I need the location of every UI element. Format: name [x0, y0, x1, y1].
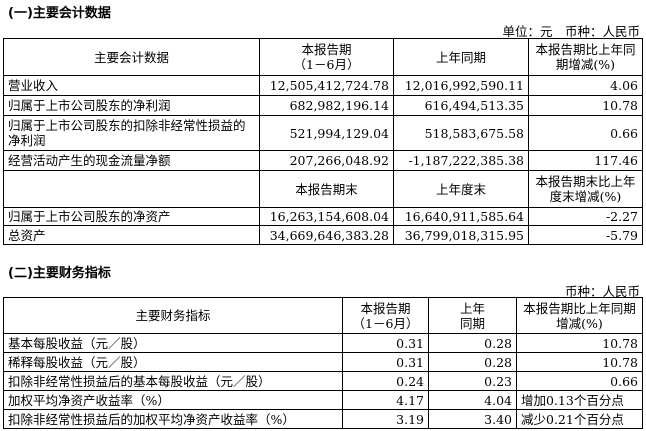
- header-cell: [3, 170, 260, 208]
- header-cell: 上年同期: [393, 38, 529, 76]
- accounting-data-table: 主要会计数据 本报告期 （1－6月） 上年同期 本报告期比上年同期增减(%) 营业收入 1…: [3, 38, 643, 245]
- table-cell: 16,263,154,608.04: [259, 207, 394, 226]
- header-cell: 本报告期末比上年度末增减(%): [528, 170, 643, 208]
- table-cell: 0.31: [342, 333, 429, 353]
- table-cell: 扣除非经常性损益后的加权平均净资产收益率（%）: [3, 409, 343, 429]
- table-cell: 521,994,129.04: [259, 115, 394, 151]
- section1-title: (一)主要会计数据: [8, 6, 111, 21]
- table-cell: 归属于上市公司股东的净利润: [3, 95, 260, 116]
- table-cell: 0.24: [342, 371, 429, 391]
- table-cell: 基本每股收益（元／股）: [3, 333, 343, 353]
- table-cell: 10.78: [516, 333, 643, 353]
- header-cell: 本报告期末: [259, 170, 394, 208]
- table-row: 归属于上市公司股东的净利润 682,982,196.14 616,494,513.3…: [3, 95, 643, 116]
- table-row: 归属于上市公司股东的扣除非经常性损益的净利润 521,994,129.04 518,…: [3, 115, 643, 151]
- financial-indicators-table: 主要财务指标 本报告期 （1－6月） 上年 同期 本报告期比上年同期增减(%) 基本每股…: [3, 297, 643, 429]
- table-row: 扣除非经常性损益后的加权平均净资产收益率（%） 3.19 3.40 减少0.21个百分…: [3, 409, 643, 429]
- table-cell: 616,494,513.35: [393, 95, 529, 116]
- section2-title: (二)主要财务指标: [8, 266, 111, 281]
- table-cell: 营业收入: [3, 75, 260, 96]
- header-row: 本报告期末 上年度末 本报告期末比上年度末增减(%): [3, 170, 643, 208]
- header-cell: 上年度末: [393, 170, 529, 208]
- table-row: 经营活动产生的现金流量净额 207,266,048.92 -1,187,222,38…: [3, 150, 643, 171]
- table-cell: 34,669,646,383.28: [259, 225, 394, 245]
- table-cell: 12,016,992,590.11: [393, 75, 529, 96]
- table-cell: 36,799,018,315.95: [393, 225, 529, 245]
- table-cell: 682,982,196.14: [259, 95, 394, 116]
- table-cell: 3.40: [428, 409, 517, 429]
- table-cell: 117.46: [528, 150, 643, 171]
- header-cell: 主要会计数据: [3, 38, 260, 76]
- table-cell: 总资产: [3, 225, 260, 245]
- table-cell: 4.17: [342, 390, 429, 410]
- table-row: 总资产 34,669,646,383.28 36,799,018,315.95 -5.…: [3, 225, 643, 245]
- header-row: 主要财务指标 本报告期 （1－6月） 上年 同期 本报告期比上年同期增减(%): [3, 297, 643, 334]
- section2-unit: 币种：人民币: [564, 284, 640, 299]
- header-row: 主要会计数据 本报告期 （1－6月） 上年同期 本报告期比上年同期增减(%): [3, 38, 643, 76]
- header-cell: 本报告期比上年同期增减(%): [528, 38, 643, 76]
- header-cell: 主要财务指标: [3, 297, 343, 334]
- header-cell: 本报告期比上年同期增减(%): [516, 297, 643, 334]
- table-row: 扣除非经常性损益后的基本每股收益（元／股） 0.24 0.23 0.66: [3, 371, 643, 391]
- header-cell: 本报告期 （1－6月）: [259, 38, 394, 76]
- table-cell: 10.78: [528, 95, 643, 116]
- table-cell: 扣除非经常性损益后的基本每股收益（元／股）: [3, 371, 343, 391]
- table-cell: 0.66: [528, 115, 643, 151]
- table-cell: 0.31: [342, 352, 429, 372]
- table-cell: 4.04: [428, 390, 517, 410]
- header-cell: 本报告期 （1－6月）: [342, 297, 429, 334]
- table-cell: 0.28: [428, 352, 517, 372]
- table-cell: 207,266,048.92: [259, 150, 394, 171]
- table-cell: 稀释每股收益（元／股）: [3, 352, 343, 372]
- table-cell: 归属于上市公司股东的净资产: [3, 207, 260, 226]
- table-cell: -5.79: [528, 225, 643, 245]
- table-row: 营业收入 12,505,412,724.78 12,016,992,590.11 4.…: [3, 75, 643, 96]
- table-cell: 518,583,675.58: [393, 115, 529, 151]
- table-cell: 归属于上市公司股东的扣除非经常性损益的净利润: [3, 115, 260, 151]
- table-row: 加权平均净资产收益率（%） 4.17 4.04 增加0.13个百分点: [3, 390, 643, 410]
- table-cell: 0.66: [516, 371, 643, 391]
- table-cell: 0.23: [428, 371, 517, 391]
- table-cell: 加权平均净资产收益率（%）: [3, 390, 343, 410]
- table-cell: 增加0.13个百分点: [516, 390, 643, 410]
- table-row: 基本每股收益（元／股） 0.31 0.28 10.78: [3, 333, 643, 353]
- table-cell: -1,187,222,385.38: [393, 150, 529, 171]
- section1-unit: 单位：元 币种：人民币: [502, 24, 640, 39]
- table-row: 归属于上市公司股东的净资产 16,263,154,608.04 16,640,911…: [3, 207, 643, 226]
- table-cell: 减少0.21个百分点: [516, 409, 643, 429]
- table-cell: 3.19: [342, 409, 429, 429]
- table-cell: -2.27: [528, 207, 643, 226]
- table-cell: 0.28: [428, 333, 517, 353]
- table-cell: 10.78: [516, 352, 643, 372]
- table-cell: 4.06: [528, 75, 643, 96]
- header-cell: 上年 同期: [428, 297, 517, 334]
- table-cell: 16,640,911,585.64: [393, 207, 529, 226]
- table-cell: 经营活动产生的现金流量净额: [3, 150, 260, 171]
- table-row: 稀释每股收益（元／股） 0.31 0.28 10.78: [3, 352, 643, 372]
- table-cell: 12,505,412,724.78: [259, 75, 394, 96]
